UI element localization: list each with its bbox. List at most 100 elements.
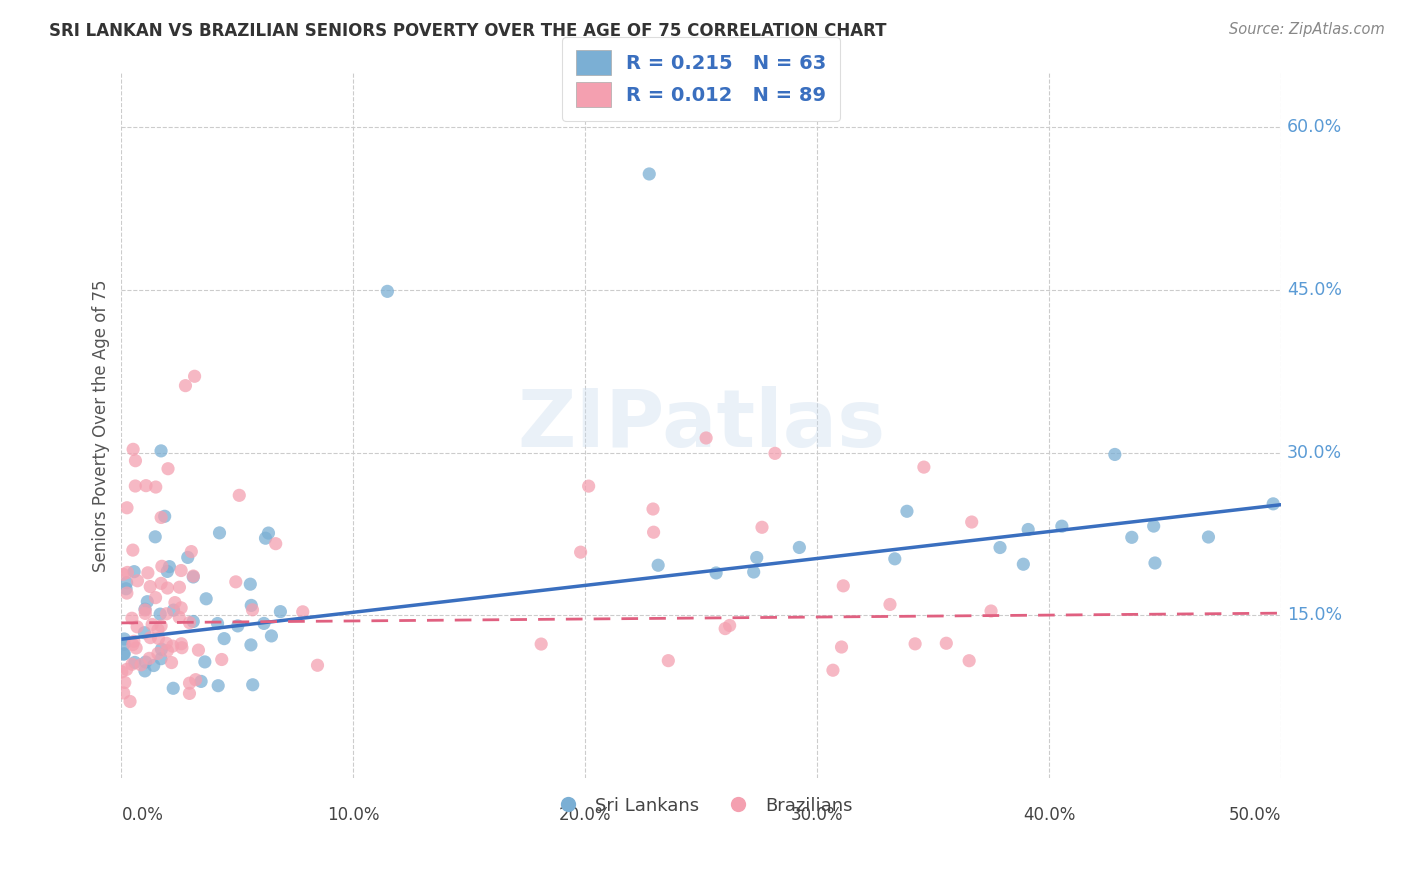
Point [183, 369, 205, 384]
Text: 10.0%: 10.0% [328, 806, 380, 824]
Point [647, 558, 669, 573]
Point [187, 643, 209, 657]
Point [122, 442, 145, 457]
Point [239, 638, 262, 652]
Point [150, 651, 173, 665]
Point [179, 676, 201, 690]
Point [139, 580, 162, 594]
Point [212, 632, 235, 646]
Point [112, 637, 135, 651]
Point [242, 603, 264, 617]
Point [883, 551, 905, 566]
Point [135, 655, 157, 669]
Point [136, 566, 159, 580]
Text: 0.0%: 0.0% [121, 806, 163, 824]
Point [146, 647, 169, 661]
Text: 30.0%: 30.0% [792, 806, 844, 824]
Point [239, 577, 262, 591]
Point [695, 431, 717, 445]
Point [1143, 519, 1166, 533]
Point [139, 631, 162, 645]
Point [643, 525, 665, 540]
Point [1143, 556, 1166, 570]
Point [184, 673, 207, 687]
Point [832, 579, 855, 593]
Point [879, 598, 901, 612]
Point [225, 574, 247, 589]
Point [156, 565, 179, 579]
Point [138, 651, 160, 665]
Point [136, 595, 159, 609]
Point [291, 605, 314, 619]
Point [156, 643, 179, 657]
Point [142, 658, 165, 673]
Point [111, 665, 134, 679]
Point [127, 620, 149, 634]
Legend: Sri Lankans, Brazilians: Sri Lankans, Brazilians [543, 789, 860, 822]
Point [1017, 523, 1039, 537]
Point [254, 531, 277, 545]
Point [170, 640, 193, 655]
Point [530, 637, 553, 651]
Point [124, 453, 146, 467]
Point [121, 638, 143, 652]
Point [112, 567, 135, 582]
Point [980, 604, 1002, 618]
Point [641, 502, 664, 516]
Point [904, 637, 927, 651]
Point [160, 656, 183, 670]
Point [377, 285, 399, 299]
Point [150, 576, 173, 591]
Point [134, 602, 156, 616]
Point [117, 566, 139, 580]
Point [125, 640, 148, 655]
Point [1198, 530, 1220, 544]
Point [170, 637, 193, 651]
Point [1050, 519, 1073, 533]
Point [162, 603, 184, 617]
Point [150, 443, 173, 458]
Point [148, 632, 170, 646]
Point [150, 642, 173, 657]
Point [134, 607, 156, 621]
Point [180, 544, 202, 558]
Point [896, 504, 918, 518]
Point [183, 569, 205, 583]
Point [1121, 530, 1143, 544]
Point [179, 686, 201, 700]
Point [179, 615, 201, 630]
Point [253, 616, 276, 631]
Text: ZIPatlas: ZIPatlas [517, 386, 886, 465]
Point [1104, 447, 1126, 461]
Point [569, 545, 592, 559]
Point [638, 167, 661, 181]
Point [181, 615, 204, 629]
Point [821, 663, 844, 677]
Point [156, 581, 179, 595]
Y-axis label: Seniors Poverty Over the Age of 75: Seniors Poverty Over the Age of 75 [93, 279, 110, 572]
Point [264, 537, 287, 551]
Point [134, 664, 156, 678]
Point [112, 647, 135, 661]
Point [657, 654, 679, 668]
Point [127, 574, 149, 588]
Point [115, 586, 138, 600]
Point [129, 657, 152, 672]
Point [260, 629, 283, 643]
Point [789, 541, 811, 555]
Point [957, 654, 980, 668]
Point [211, 652, 233, 666]
Point [177, 550, 200, 565]
Point [145, 591, 167, 605]
Point [155, 636, 177, 650]
Point [149, 607, 172, 621]
Point [174, 378, 197, 392]
Point [162, 681, 184, 696]
Point [169, 580, 191, 594]
Text: 45.0%: 45.0% [1286, 281, 1341, 299]
Point [167, 610, 190, 624]
Point [115, 575, 138, 590]
Point [170, 600, 193, 615]
Point [112, 647, 135, 661]
Point [115, 500, 138, 515]
